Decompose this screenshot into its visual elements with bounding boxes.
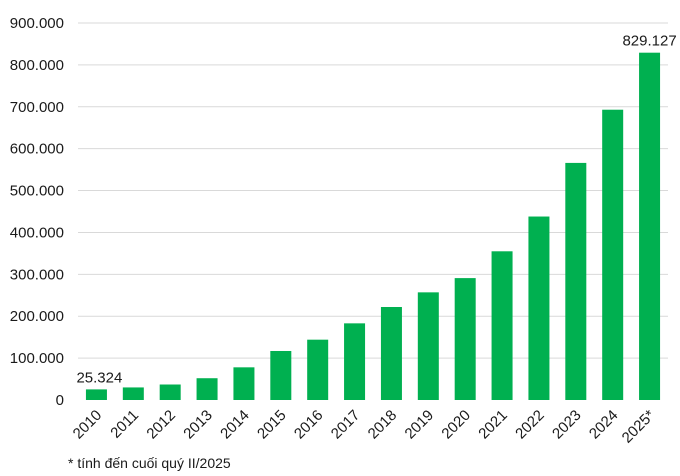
y-tick-label: 600.000 xyxy=(10,141,64,158)
x-tick-label: 2017 xyxy=(328,407,364,443)
data-label: 829.127 xyxy=(622,33,676,50)
data-label: 25.324 xyxy=(76,369,122,386)
x-tick-label: 2012 xyxy=(143,407,179,443)
x-tick-label: 2025* xyxy=(619,407,659,447)
y-tick-label: 900.000 xyxy=(10,15,64,32)
bar xyxy=(270,350,292,400)
bar xyxy=(196,378,218,400)
bar xyxy=(565,162,587,400)
x-tick-label: 2022 xyxy=(512,407,548,443)
bar xyxy=(417,292,439,400)
y-tick-label: 300.000 xyxy=(10,266,64,283)
bar-chart: 0 100.000 200.000 300.000 400.000 500.000 600.… xyxy=(10,15,677,447)
x-tick-label: 2023 xyxy=(549,407,585,443)
bar xyxy=(602,109,624,401)
x-tick-label: 2020 xyxy=(438,407,474,443)
x-tick-label: 2015 xyxy=(254,407,290,443)
bar xyxy=(639,52,661,400)
y-tick-label: 800.000 xyxy=(10,57,64,74)
bars xyxy=(85,52,661,401)
y-tick-label: 400.000 xyxy=(10,224,64,241)
gridlines xyxy=(78,22,668,359)
bar xyxy=(491,251,513,400)
bar xyxy=(307,339,329,400)
x-tick-label: 2024 xyxy=(586,407,622,443)
bar xyxy=(454,278,476,400)
x-tick-label: 2011 xyxy=(107,407,142,442)
x-tick-label: 2019 xyxy=(402,407,438,443)
x-tick-label: 2010 xyxy=(70,407,106,443)
y-tick-label: 0 xyxy=(56,392,64,409)
x-tick-label: 2014 xyxy=(217,407,253,443)
x-tick-label: 2013 xyxy=(180,407,216,443)
bar xyxy=(159,384,181,400)
bar xyxy=(344,323,366,400)
bar xyxy=(85,389,107,400)
data-labels: 25.324 829.127 xyxy=(76,33,676,387)
y-tick-label: 100.000 xyxy=(10,350,64,367)
y-tick-label: 500.000 xyxy=(10,183,64,200)
x-axis-tick-labels: 2010 2011 2012 2013 2014 2015 2016 2017 2018 2019… xyxy=(70,407,659,447)
bar xyxy=(528,216,550,400)
bar xyxy=(380,307,402,400)
y-tick-label: 700.000 xyxy=(10,99,64,116)
y-tick-label: 200.000 xyxy=(10,308,64,325)
y-axis-tick-labels: 0 100.000 200.000 300.000 400.000 500.000 600.… xyxy=(10,15,64,409)
bar xyxy=(122,387,144,400)
footnote: * tính đến cuối quý II/2025 xyxy=(68,455,231,471)
x-tick-label: 2016 xyxy=(291,407,327,443)
x-tick-label: 2021 xyxy=(475,407,511,443)
bar xyxy=(233,367,255,400)
x-tick-label: 2018 xyxy=(365,407,401,443)
